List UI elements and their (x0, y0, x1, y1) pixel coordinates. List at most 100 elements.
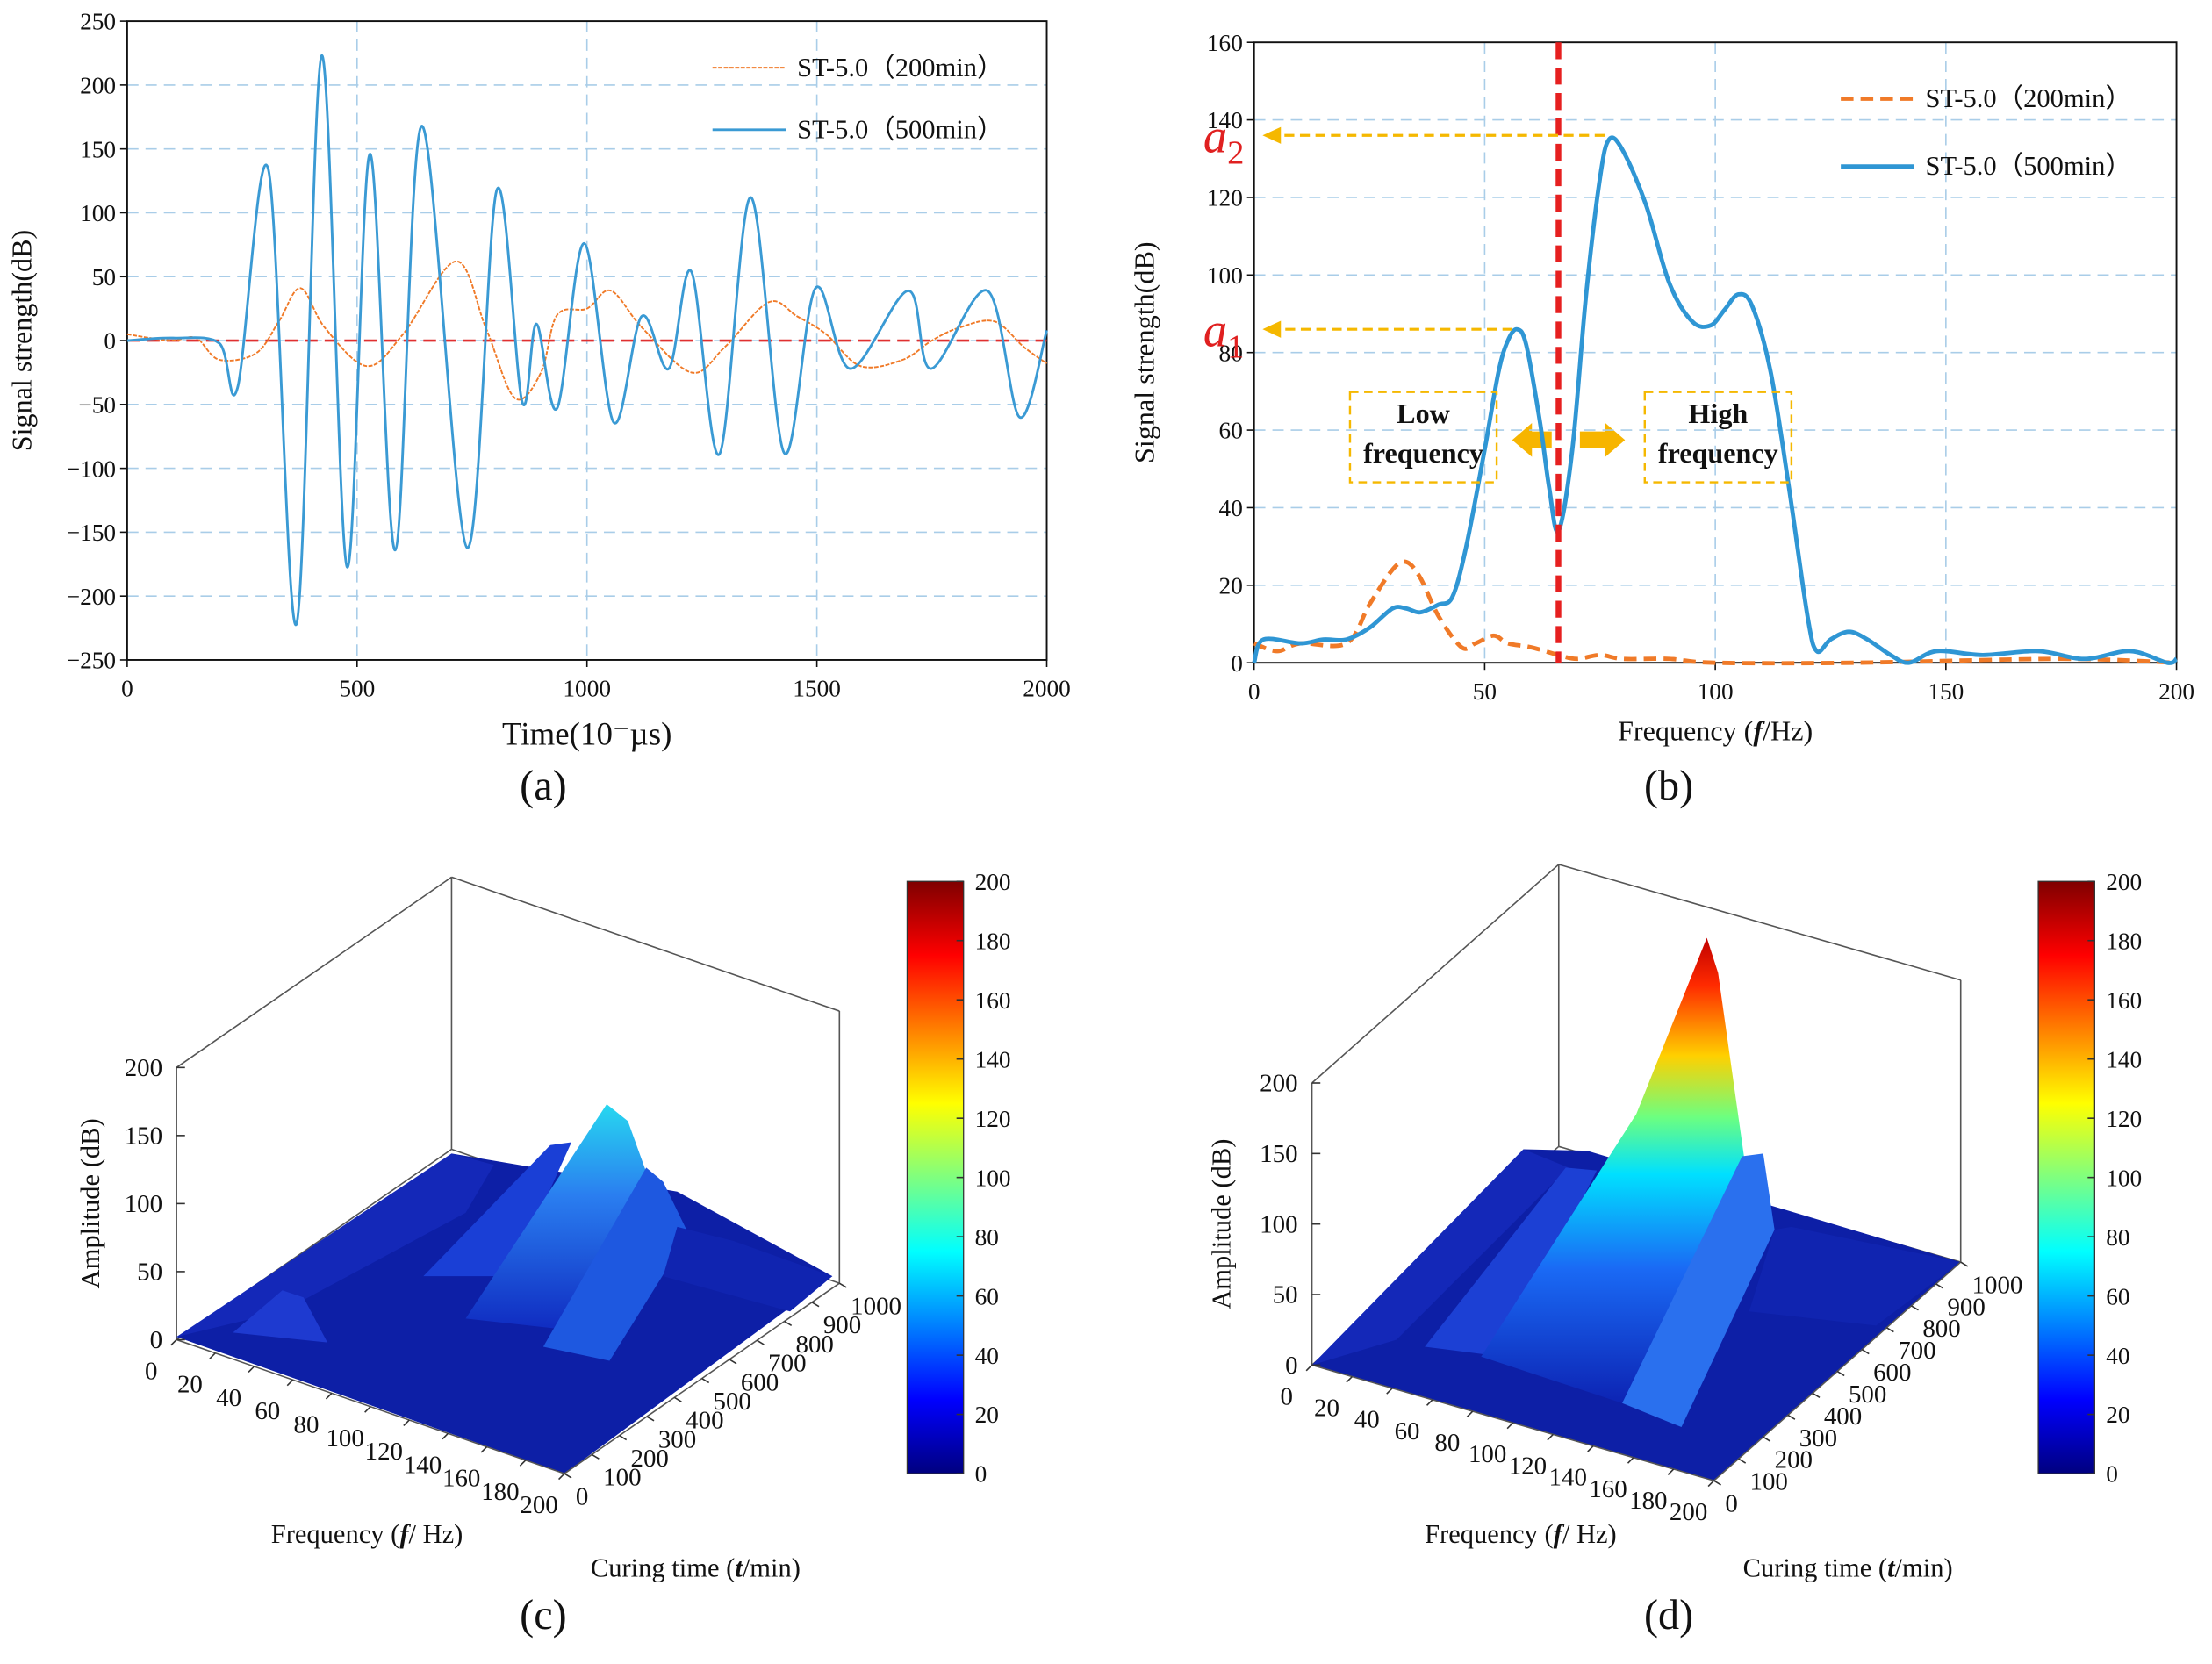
colorbar-tick-label: 120 (975, 1106, 1011, 1132)
y-tick (564, 1473, 572, 1479)
colorbar (2037, 880, 2095, 1474)
colorbar-tick-label: 40 (975, 1343, 999, 1369)
x-axis-label-part: / Hz) (1562, 1519, 1617, 1549)
y-axis-label: Curing time (t/min) (591, 1553, 801, 1582)
x-tick-label: 140 (404, 1451, 442, 1479)
peak-label: a2 (1203, 110, 1245, 172)
y-tick-label: 250 (80, 9, 116, 35)
y-tick-label: 100 (1207, 262, 1243, 289)
region-label: frequency (1363, 437, 1483, 469)
z-tick-label: 200 (1260, 1070, 1297, 1098)
colorbar-tick-label: 140 (2106, 1046, 2142, 1072)
y-axis-label-part: /min) (1895, 1553, 1953, 1582)
x-tick-label: 100 (1698, 678, 1734, 705)
colorbar-tick-label: 100 (2106, 1165, 2142, 1191)
y-tick-label: 300 (1799, 1424, 1837, 1452)
peak-label-sub: 1 (1227, 328, 1244, 365)
colorbar-tick-label: 60 (975, 1283, 999, 1309)
line-series (126, 54, 1048, 626)
x-tick (1346, 1375, 1353, 1383)
x-tick-label: 200 (2158, 678, 2194, 705)
y-tick-label: 60 (1219, 418, 1243, 444)
colorbar-tick-label: 120 (2106, 1106, 2142, 1132)
panel-label: (b) (1644, 763, 1693, 809)
z-tick-label: 100 (1260, 1210, 1297, 1238)
y-tick-label: 900 (823, 1311, 861, 1339)
legend-label: ST-5.0（200min） (797, 53, 1003, 82)
y-tick-label: −100 (67, 455, 116, 482)
x-tick (403, 1419, 410, 1427)
box-edge (451, 876, 840, 1012)
x-tick (1667, 1468, 1675, 1475)
double-arrow (1512, 423, 1626, 457)
colorbar-tick-label: 200 (975, 869, 1011, 895)
y-tick (1713, 1480, 1721, 1486)
y-tick-label: 500 (1849, 1381, 1886, 1409)
y-tick (756, 1339, 765, 1345)
x-tick (1466, 1410, 1474, 1418)
x-axis-label-part: f (1753, 715, 1765, 747)
x-tick (248, 1366, 255, 1373)
x-axis-label: Frequency (f/ Hz) (271, 1519, 463, 1549)
x-axis-label: Frequency (f/Hz) (1618, 715, 1813, 747)
y-tick (646, 1416, 655, 1422)
y-tick-label: 0 (104, 328, 116, 355)
y-tick-label: 200 (631, 1445, 669, 1473)
x-tick-label: 120 (1509, 1452, 1547, 1480)
x-tick-label: 100 (326, 1424, 363, 1452)
y-tick (1885, 1327, 1894, 1333)
z-tick-label: 150 (125, 1122, 162, 1151)
box-edge (1558, 864, 1961, 981)
region-box (1348, 391, 1498, 484)
x-tick (1707, 1480, 1715, 1488)
x-axis-label-part: Frequency ( (1618, 715, 1753, 747)
y-tick-label: −150 (67, 520, 116, 546)
x-tick (1426, 1399, 1433, 1406)
colorbar-tick-label: 20 (975, 1402, 999, 1428)
x-tick (519, 1460, 527, 1467)
y-tick-label: 0 (1725, 1489, 1737, 1517)
y-tick (784, 1320, 793, 1327)
y-tick (591, 1453, 600, 1460)
x-tick (364, 1406, 371, 1413)
x-tick-label: 140 (1549, 1464, 1587, 1492)
x-tick-label: 180 (1629, 1487, 1667, 1515)
line-series (1253, 559, 2177, 666)
y-tick-label: 120 (1207, 185, 1243, 212)
colorbar-tick-label: 160 (2106, 987, 2142, 1014)
x-axis-label: Frequency (f/ Hz) (1425, 1519, 1617, 1549)
arrow-head (1262, 126, 1282, 144)
y-tick (1936, 1283, 1944, 1289)
y-axis-label: Signal strength(dB) (6, 230, 38, 452)
x-tick-label: 1000 (563, 676, 611, 702)
y-tick (1738, 1458, 1747, 1464)
x-axis-label-part: Frequency ( (1425, 1519, 1554, 1549)
x-tick-label: 180 (481, 1478, 519, 1506)
peak-label: a1 (1203, 303, 1245, 365)
y-tick (1763, 1436, 1771, 1442)
x-tick-label: 200 (1670, 1498, 1707, 1526)
y-axis-label: Signal strength(dB) (1129, 241, 1160, 463)
colorbar-tick-label: 160 (975, 987, 1011, 1014)
peak-label-base: a (1203, 110, 1227, 163)
colorbar-tick-label: 20 (2106, 1402, 2129, 1428)
y-axis-label-part: t (1887, 1553, 1896, 1582)
x-tick (1627, 1457, 1634, 1464)
x-axis-label-part: /Hz) (1763, 715, 1813, 747)
y-tick (1911, 1305, 1919, 1311)
y-tick-label: 0 (1231, 650, 1243, 677)
y-tick (1960, 1261, 1969, 1267)
y-tick (1861, 1348, 1870, 1355)
y-tick (811, 1302, 820, 1308)
x-tick (1547, 1433, 1554, 1441)
x-tick-label: 20 (177, 1371, 203, 1399)
colorbar-tick-label: 180 (2106, 928, 2142, 954)
x-tick (558, 1473, 565, 1481)
y-tick-label: 500 (714, 1388, 751, 1416)
x-tick-label: 500 (339, 676, 375, 702)
y-tick-label: 80 (1219, 340, 1243, 366)
y-tick-label: 100 (603, 1464, 641, 1492)
peak-label-sub: 2 (1227, 134, 1244, 171)
y-tick-label: −50 (78, 391, 116, 418)
